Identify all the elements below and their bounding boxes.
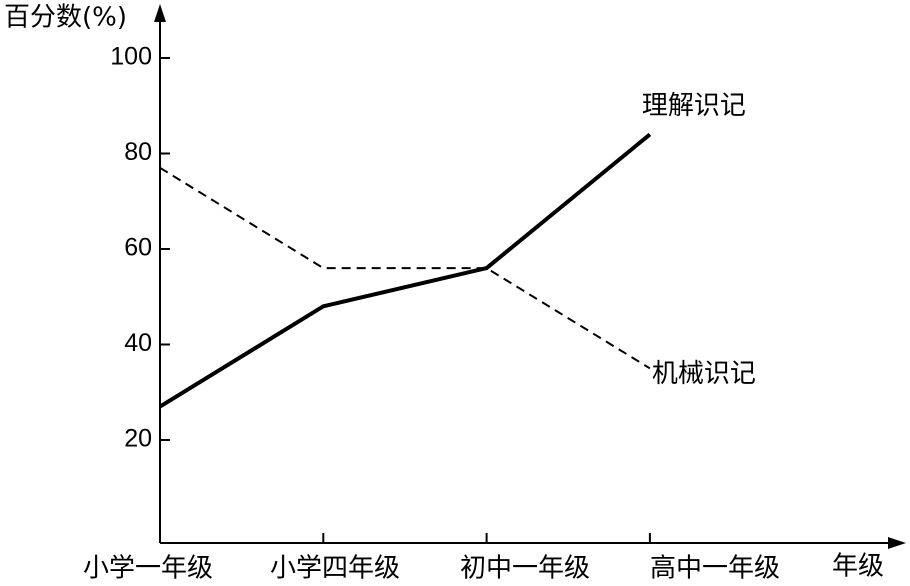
- x-tick-label: 初中一年级: [460, 554, 590, 584]
- y-tick-label: 60: [124, 234, 152, 262]
- series-label: 机械识记: [652, 359, 756, 389]
- x-tick-label: 高中一年级: [650, 554, 780, 584]
- y-axis-arrow: [154, 4, 166, 22]
- y-tick-label: 100: [110, 43, 152, 71]
- y-tick-label: 40: [124, 329, 152, 357]
- series-line: [158, 132, 652, 409]
- y-tick-label: 20: [124, 425, 152, 453]
- series-label: 理解识记: [642, 91, 746, 121]
- series-line: [159, 166, 651, 370]
- x-tick-label: 小学四年级: [270, 554, 400, 584]
- y-axis-label: 百分数(%): [4, 3, 127, 33]
- y-tick-label: 80: [124, 138, 152, 166]
- x-axis-label: 年级: [832, 552, 884, 582]
- x-tick-label: 小学一年级: [83, 554, 213, 584]
- x-axis-arrow: [888, 537, 906, 549]
